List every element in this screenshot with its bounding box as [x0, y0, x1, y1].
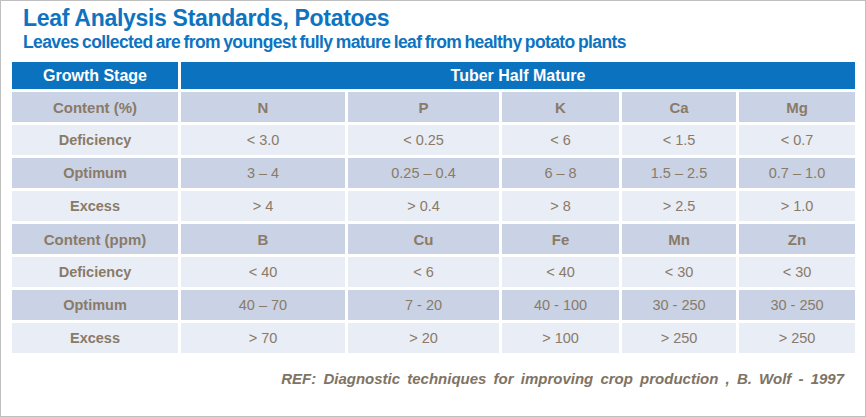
table-cell: 6 – 8 [502, 158, 619, 188]
table-cell: > 8 [502, 191, 619, 221]
leaf-analysis-table: Growth Stage Tuber Half Mature Content (… [9, 59, 858, 356]
table-cell: < 30 [739, 257, 855, 287]
tuber-half-mature-header: Tuber Half Mature [181, 62, 855, 89]
table-cell: K [502, 92, 619, 122]
table-cell: < 30 [622, 257, 736, 287]
table-row-content-ppm: Content (ppm) B Cu Fe Mn Zn [12, 224, 855, 254]
table-cell: > 20 [348, 323, 499, 353]
row-label: Excess [12, 323, 178, 353]
table-cell: > 2.5 [622, 191, 736, 221]
table-cell: > 0.4 [348, 191, 499, 221]
table-cell: 30 - 250 [622, 290, 736, 320]
table-cell: B [181, 224, 345, 254]
table-row-excess-pct: Excess > 4 > 0.4 > 8 > 2.5 > 1.0 [12, 191, 855, 221]
table-cell: < 3.0 [181, 125, 345, 155]
table-cell: > 250 [739, 323, 855, 353]
table-cell: 40 – 70 [181, 290, 345, 320]
table-cell: 0.25 – 0.4 [348, 158, 499, 188]
table-cell: P [348, 92, 499, 122]
table-cell: Mn [622, 224, 736, 254]
table-cell: Ca [622, 92, 736, 122]
table-cell: < 1.5 [622, 125, 736, 155]
table-row-content-pct: Content (%) N P K Ca Mg [12, 92, 855, 122]
table-cell: < 40 [502, 257, 619, 287]
table-cell: Zn [739, 224, 855, 254]
table-row-excess-ppm: Excess > 70 > 20 > 100 > 250 > 250 [12, 323, 855, 353]
table-cell: > 1.0 [739, 191, 855, 221]
table-cell: Cu [348, 224, 499, 254]
page-title: Leaf Analysis Standards, Potatoes [23, 5, 389, 32]
table-cell: > 250 [622, 323, 736, 353]
table-cell: > 70 [181, 323, 345, 353]
table-cell: < 40 [181, 257, 345, 287]
table-cell: 3 – 4 [181, 158, 345, 188]
row-label: Excess [12, 191, 178, 221]
table-cell: Fe [502, 224, 619, 254]
table-cell: 30 - 250 [739, 290, 855, 320]
table-cell: < 6 [348, 257, 499, 287]
table-cell: < 0.25 [348, 125, 499, 155]
table-cell: Mg [739, 92, 855, 122]
page-subtitle: Leaves collected are from youngest fully… [23, 32, 626, 53]
table-header-row: Growth Stage Tuber Half Mature [12, 62, 855, 89]
row-label: Optimum [12, 290, 178, 320]
table-cell: < 6 [502, 125, 619, 155]
table-cell: > 4 [181, 191, 345, 221]
row-label: Content (ppm) [12, 224, 178, 254]
row-label: Content (%) [12, 92, 178, 122]
row-label: Deficiency [12, 257, 178, 287]
table-cell: 0.7 – 1.0 [739, 158, 855, 188]
table-cell: 40 - 100 [502, 290, 619, 320]
row-label: Optimum [12, 158, 178, 188]
reference-text: REF: Diagnostic techniques for improving… [281, 370, 844, 387]
table-cell: N [181, 92, 345, 122]
table-row-optimum-pct: Optimum 3 – 4 0.25 – 0.4 6 – 8 1.5 – 2.5… [12, 158, 855, 188]
table-row-deficiency-pct: Deficiency < 3.0 < 0.25 < 6 < 1.5 < 0.7 [12, 125, 855, 155]
table-cell: 1.5 – 2.5 [622, 158, 736, 188]
table-cell: < 0.7 [739, 125, 855, 155]
row-label: Deficiency [12, 125, 178, 155]
growth-stage-header: Growth Stage [12, 62, 178, 89]
slide: Leaf Analysis Standards, Potatoes Leaves… [0, 0, 866, 417]
table-row-deficiency-ppm: Deficiency < 40 < 6 < 40 < 30 < 30 [12, 257, 855, 287]
table-cell: > 100 [502, 323, 619, 353]
table-row-optimum-ppm: Optimum 40 – 70 7 - 20 40 - 100 30 - 250… [12, 290, 855, 320]
table-cell: 7 - 20 [348, 290, 499, 320]
